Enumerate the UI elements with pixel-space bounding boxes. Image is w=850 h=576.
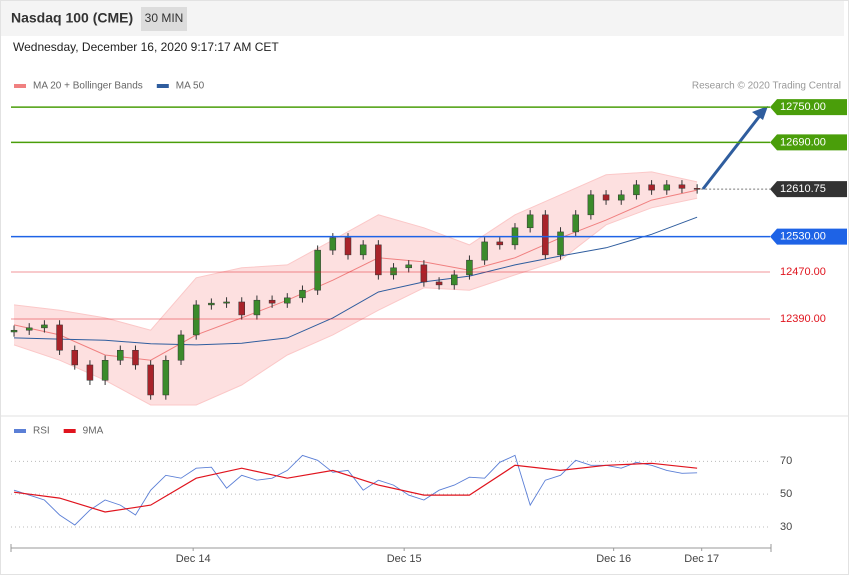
- legend-label: RSI: [33, 426, 50, 437]
- candle-body: [587, 194, 595, 216]
- candle-body: [359, 244, 367, 256]
- interval-button[interactable]: [141, 7, 187, 31]
- candle-body: [693, 188, 701, 190]
- candle-body: [177, 334, 185, 361]
- legend-label: MA 50: [176, 81, 205, 92]
- candle-body: [420, 264, 428, 283]
- candle-body: [466, 259, 473, 276]
- candle-body: [117, 349, 124, 361]
- candle-body: [223, 301, 230, 304]
- legend-swatch: [14, 84, 26, 88]
- ma-line: [13, 189, 698, 361]
- forecast-arrow: [701, 112, 764, 190]
- candle-body: [344, 237, 352, 256]
- level-label: 12530.00: [780, 231, 826, 243]
- level-label: 12390.00: [780, 313, 826, 325]
- candle-body: [542, 214, 549, 256]
- x-tick-label: Dec 14: [176, 553, 211, 565]
- candle-body: [481, 241, 488, 261]
- y-tick-label: 70: [780, 455, 792, 467]
- legend-swatch: [156, 84, 169, 88]
- bollinger-band: [14, 171, 698, 405]
- candle-body: [71, 349, 79, 366]
- rsi-line: [13, 454, 698, 526]
- candle-body: [86, 364, 94, 381]
- x-tick-label: Dec 17: [684, 553, 719, 565]
- candle-body: [268, 299, 276, 304]
- candle-body: [572, 214, 579, 233]
- candle-body: [617, 194, 625, 201]
- candle-body: [435, 281, 443, 286]
- candle-body: [405, 264, 412, 269]
- y-tick-label: 30: [780, 521, 792, 533]
- level-tag: [770, 134, 847, 151]
- candle-body: [192, 304, 200, 336]
- candle-body: [526, 214, 534, 229]
- candle-body: [375, 244, 382, 276]
- candle-body: [253, 299, 261, 316]
- level-tag: [770, 99, 847, 116]
- forecast-arrow-head: [752, 106, 768, 120]
- legend-label: 9MA: [83, 426, 104, 437]
- level-label: 12750.00: [780, 101, 826, 113]
- candle-body: [101, 359, 109, 381]
- candle-body: [41, 324, 48, 329]
- legend-swatch: [63, 429, 76, 433]
- candle-body: [132, 349, 139, 366]
- level-tag: [770, 181, 847, 198]
- x-tick-label: Dec 16: [596, 553, 631, 565]
- candle-body: [147, 364, 154, 396]
- candle-body: [238, 301, 245, 316]
- candle-body: [284, 297, 291, 304]
- candle-body: [299, 289, 306, 299]
- candle-body: [390, 267, 397, 276]
- date: Wednesday, December 16, 2020 9:17:17 AM …: [13, 40, 279, 54]
- candle-body: [557, 231, 564, 256]
- candle-body: [451, 274, 458, 286]
- candle-body: [208, 302, 215, 306]
- legend-swatch: [14, 429, 26, 433]
- bollinger-lower: [13, 197, 698, 406]
- candle-body: [648, 184, 655, 191]
- x-tick-label: Dec 15: [387, 553, 422, 565]
- ma-line: [13, 216, 698, 346]
- candle-body: [25, 327, 33, 331]
- candle-body: [10, 329, 18, 333]
- candle-body: [329, 237, 337, 251]
- bollinger-upper: [13, 171, 698, 331]
- rsi-line: [13, 462, 698, 513]
- candle-body: [678, 184, 686, 189]
- candle-body: [56, 324, 63, 351]
- candle-body: [314, 249, 321, 291]
- interval[interactable]: 30 MIN: [145, 11, 184, 25]
- candle-body: [496, 241, 504, 246]
- source: Research © 2020 Trading Central: [692, 81, 841, 92]
- legend-label: MA 20 + Bollinger Bands: [33, 81, 143, 92]
- level-tag: [770, 228, 847, 245]
- candle-body: [162, 359, 170, 396]
- level-label: 12610.75: [780, 183, 826, 195]
- y-tick-label: 50: [780, 488, 792, 500]
- level-label: 12690.00: [780, 136, 826, 148]
- candle-body: [633, 184, 640, 196]
- candle-body: [602, 194, 610, 201]
- level-label: 12470.00: [780, 266, 826, 278]
- candle-body: [663, 184, 671, 191]
- title: Nasdaq 100 (CME): [11, 10, 133, 26]
